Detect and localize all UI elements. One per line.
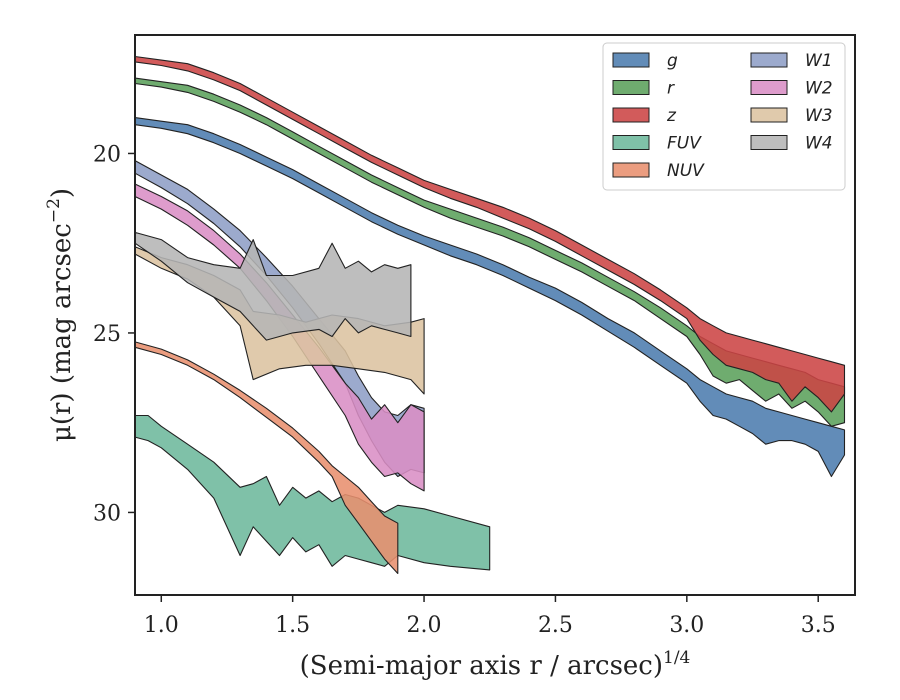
- y-tick-label: 25: [93, 322, 121, 347]
- legend: grz FUV NUV W1 W2 W3 W4: [602, 42, 846, 191]
- series-band-FUV: [134, 414, 491, 571]
- legend-label-g: g: [667, 51, 678, 71]
- legend-label-W4: W4: [805, 134, 833, 154]
- legend-label-FUV: FUV: [667, 134, 702, 154]
- series-band-NUV: [134, 341, 399, 575]
- legend-swatch-g: [612, 52, 650, 68]
- y-axis-label: μ(r) (mag arcsec−2): [44, 188, 77, 442]
- plot-frame: [134, 34, 856, 596]
- x-tick-label: 2.5: [538, 613, 573, 638]
- axis-ticks: 1.0 1.5 2.0 2.5 3.0 3.5 20 25 30: [93, 142, 836, 638]
- x-tick-label: 1.5: [275, 613, 310, 638]
- series-band-W4: [134, 231, 412, 341]
- legend-label-W2: W2: [805, 79, 833, 99]
- series-areas: [134, 55, 846, 575]
- legend-label-W1: W1: [805, 51, 833, 71]
- x-tick-label: 3.0: [669, 613, 704, 638]
- legend-swatch-r: [612, 80, 650, 95]
- legend-label-NUV: NUV: [667, 161, 705, 181]
- legend-swatch-FUV: [612, 135, 650, 150]
- series-band-r: [134, 77, 846, 427]
- legend-swatch-W2: [750, 80, 788, 95]
- y-tick-label: 20: [93, 142, 121, 167]
- legend-swatch-W4: [750, 135, 788, 150]
- legend-label-W3: W3: [805, 106, 833, 126]
- series-band-z: [134, 55, 846, 413]
- x-tick-label: 3.5: [801, 613, 836, 638]
- legend-box: [602, 42, 846, 191]
- legend-swatch-z: [612, 107, 650, 123]
- x-tick-label: 1.0: [144, 613, 179, 638]
- legend-label-z: z: [666, 106, 677, 126]
- y-tick-label: 30: [93, 501, 121, 526]
- legend-swatch-W1: [750, 52, 788, 68]
- x-axis-label: (Semi-major axis r / arcsec)1/4: [300, 648, 691, 681]
- legend-swatch-W3: [750, 107, 788, 123]
- series-band-g: [134, 117, 846, 478]
- legend-swatch-NUV: [612, 162, 650, 178]
- x-tick-label: 2.0: [407, 613, 442, 638]
- legend-label-r: r: [667, 79, 675, 99]
